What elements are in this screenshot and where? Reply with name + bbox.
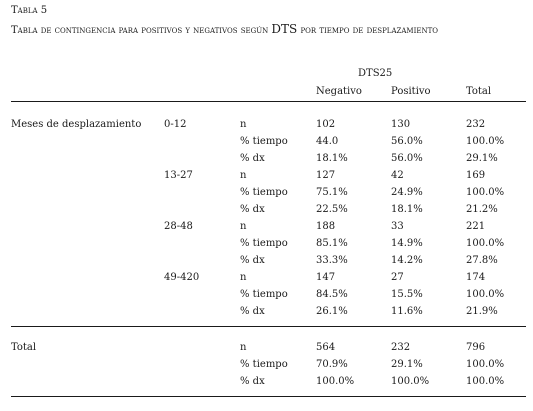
cell-total: 21.2%: [466, 204, 498, 215]
cell-negativo: 85.1%: [316, 238, 348, 249]
table-label: Tabla 5: [11, 5, 48, 16]
row-stat-label: n: [240, 119, 247, 130]
cell-negativo: 188: [316, 221, 336, 232]
cell-negativo: 22.5%: [316, 204, 348, 215]
cell-negativo: 127: [316, 170, 336, 181]
cell-positivo: 14.9%: [391, 238, 423, 249]
table-title: Tabla de contingencia para positivos y n…: [11, 22, 438, 36]
cell-positivo: 14.2%: [391, 255, 423, 266]
cell-negativo: 75.1%: [316, 187, 348, 198]
cell-total: 100.0%: [466, 136, 505, 147]
cell-positivo: 56.0%: [391, 136, 423, 147]
row-stat-label: % dx: [240, 376, 265, 387]
cell-total: 169: [466, 170, 486, 181]
row-category-label: 28-48: [164, 221, 193, 232]
header-rule: [11, 101, 526, 102]
row-stat-label: % tiempo: [240, 238, 288, 249]
cell-negativo: 564: [316, 342, 336, 353]
cell-negativo: 84.5%: [316, 289, 348, 300]
row-stat-label: % tiempo: [240, 359, 288, 370]
cell-total: 100.0%: [466, 187, 505, 198]
cell-total: 100.0%: [466, 238, 505, 249]
cell-total: 27.8%: [466, 255, 498, 266]
cell-negativo: 100.0%: [316, 376, 355, 387]
cell-positivo: 27: [391, 272, 404, 283]
row-stat-label: n: [240, 221, 247, 232]
cell-total: 796: [466, 342, 486, 353]
row-category-label: 49-420: [164, 272, 200, 283]
cell-negativo: 33.3%: [316, 255, 348, 266]
cell-total: 221: [466, 221, 486, 232]
row-stat-label: % dx: [240, 306, 265, 317]
row-category-label: 0-12: [164, 119, 187, 130]
cell-positivo: 18.1%: [391, 204, 423, 215]
column-header-positivo: Positivo: [391, 86, 431, 97]
row-stat-label: n: [240, 342, 247, 353]
cell-negativo: 147: [316, 272, 336, 283]
column-group-header: DTS25: [358, 68, 393, 79]
bottom-rule: [11, 396, 526, 397]
cell-positivo: 100.0%: [391, 376, 430, 387]
cell-total: 29.1%: [466, 153, 498, 164]
row-category-label: 13-27: [164, 170, 193, 181]
cell-total: 100.0%: [466, 359, 505, 370]
cell-positivo: 24.9%: [391, 187, 423, 198]
cell-total: 174: [466, 272, 486, 283]
row-stat-label: % tiempo: [240, 187, 288, 198]
row-stat-label: % dx: [240, 255, 265, 266]
total-rule: [11, 326, 526, 327]
row-stat-label: n: [240, 170, 247, 181]
cell-negativo: 70.9%: [316, 359, 348, 370]
cell-positivo: 56.0%: [391, 153, 423, 164]
cell-negativo: 26.1%: [316, 306, 348, 317]
table-title-dts: DTS: [271, 22, 298, 36]
cell-positivo: 33: [391, 221, 404, 232]
cell-positivo: 29.1%: [391, 359, 423, 370]
cell-total: 232: [466, 119, 486, 130]
cell-negativo: 102: [316, 119, 336, 130]
table-title-start: Tabla de contingencia para positivos y n…: [11, 25, 272, 36]
row-variable-label: Meses de desplazamiento: [11, 119, 142, 130]
cell-negativo: 44.0: [316, 136, 339, 147]
cell-positivo: 11.6%: [391, 306, 423, 317]
cell-positivo: 15.5%: [391, 289, 423, 300]
table-title-end: por tiempo de desplazamiento: [297, 25, 439, 36]
row-stat-label: % dx: [240, 153, 265, 164]
row-stat-label: % tiempo: [240, 136, 288, 147]
row-stat-label: % tiempo: [240, 289, 288, 300]
cell-positivo: 42: [391, 170, 404, 181]
cell-negativo: 18.1%: [316, 153, 348, 164]
row-stat-label: % dx: [240, 204, 265, 215]
column-header-total: Total: [466, 86, 492, 97]
cell-total: 21.9%: [466, 306, 498, 317]
cell-total: 100.0%: [466, 376, 505, 387]
row-variable-label: Total: [11, 342, 37, 353]
row-stat-label: n: [240, 272, 247, 283]
cell-total: 100.0%: [466, 289, 505, 300]
column-header-negativo: Negativo: [316, 86, 362, 97]
cell-positivo: 130: [391, 119, 411, 130]
cell-positivo: 232: [391, 342, 411, 353]
